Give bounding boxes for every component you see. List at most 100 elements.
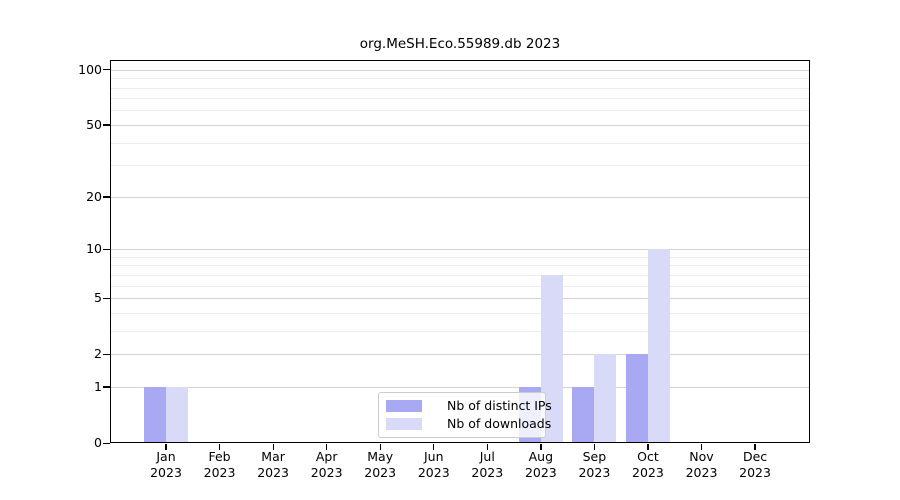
x-tick-mark-oct bbox=[647, 443, 649, 450]
x-tick-label-aug: Aug 2023 bbox=[501, 449, 581, 481]
x-tick-label-jul: Jul 2023 bbox=[447, 449, 527, 481]
chart-title: org.MeSH.Eco.55989.db 2023 bbox=[359, 36, 561, 52]
x-tick-label-month: Aug bbox=[528, 449, 554, 464]
x-tick-mark-feb bbox=[218, 443, 221, 450]
x-tick-label-month: Dec bbox=[742, 449, 768, 464]
x-tick-mark-sep bbox=[593, 443, 596, 450]
x-tick-label-year: 2023 bbox=[203, 465, 236, 480]
y-tick-mark-5 bbox=[103, 297, 110, 299]
y-tick-label-0: 0 bbox=[94, 435, 102, 450]
y-tick-label-50: 50 bbox=[86, 116, 102, 132]
y-tick-mark-2 bbox=[103, 353, 110, 355]
bar-downloads-oct bbox=[647, 249, 670, 443]
gridline-major-10 bbox=[110, 249, 810, 251]
x-tick-mark-jul bbox=[486, 443, 488, 450]
x-tick-mark-dec bbox=[754, 443, 756, 450]
x-tick-label-apr: Apr 2023 bbox=[287, 449, 367, 481]
gridline-minor-70 bbox=[110, 98, 810, 100]
gridline-minor-90 bbox=[110, 78, 810, 80]
gridline-minor-60 bbox=[110, 110, 810, 112]
x-tick-mark-nov bbox=[700, 443, 703, 450]
gridline-minor-8 bbox=[110, 265, 810, 267]
x-tick-label-oct: Oct 2023 bbox=[608, 449, 688, 481]
gridline-minor-40 bbox=[110, 142, 810, 144]
y-tick-mark-0 bbox=[103, 442, 110, 444]
x-tick-label-sep: Sep 2023 bbox=[554, 449, 634, 481]
y-tick-mark-20 bbox=[103, 196, 110, 198]
x-tick-label-year: 2023 bbox=[364, 465, 397, 480]
gridline-minor-6 bbox=[110, 285, 810, 287]
x-tick-label-month: Mar bbox=[261, 449, 285, 464]
x-tick-mark-jun bbox=[433, 443, 435, 450]
x-tick-label-month: Apr bbox=[315, 449, 338, 464]
x-tick-mark-aug bbox=[540, 443, 542, 450]
x-tick-label-jan: Jan 2023 bbox=[126, 449, 206, 481]
x-tick-mark-jan bbox=[165, 443, 167, 450]
x-tick-label-may: May 2023 bbox=[340, 449, 420, 481]
legend-item-distinct-ips: Nb of distinct IPs bbox=[386, 399, 552, 413]
bar-distinct-ips-oct bbox=[625, 354, 648, 443]
gridline-minor-30 bbox=[110, 165, 810, 167]
legend-label-downloads: Nb of downloads bbox=[447, 416, 552, 431]
x-tick-label-year: 2023 bbox=[524, 465, 557, 480]
gridline-minor-9 bbox=[110, 256, 810, 258]
y-tick-mark-1 bbox=[103, 386, 110, 388]
x-tick-label-dec: Dec 2023 bbox=[715, 449, 795, 481]
x-tick-label-nov: Nov 2023 bbox=[662, 449, 742, 481]
legend-swatch-distinct-ips bbox=[386, 400, 422, 412]
legend-item-downloads: Nb of downloads bbox=[386, 417, 551, 431]
x-tick-mark-may bbox=[379, 443, 381, 450]
x-tick-label-month: Jul bbox=[479, 449, 495, 464]
x-tick-mark-mar bbox=[272, 443, 274, 450]
x-tick-label-month: Jan bbox=[156, 449, 176, 464]
y-tick-mark-100 bbox=[103, 69, 110, 71]
gridline-minor-7 bbox=[110, 274, 810, 276]
gridline-major-50 bbox=[110, 124, 810, 126]
gridline-minor-80 bbox=[110, 87, 810, 89]
x-tick-label-feb: Feb 2023 bbox=[180, 449, 260, 481]
y-tick-mark-50 bbox=[103, 124, 110, 126]
gridline-minor-3 bbox=[110, 330, 810, 332]
x-tick-label-year: 2023 bbox=[257, 465, 289, 480]
x-tick-label-jun: Jun 2023 bbox=[394, 449, 474, 481]
bar-downloads-sep bbox=[594, 354, 617, 443]
x-tick-label-year: 2023 bbox=[310, 465, 343, 480]
x-tick-label-month: May bbox=[367, 449, 394, 464]
gridline-minor-4 bbox=[110, 312, 810, 314]
bar-downloads-aug bbox=[540, 274, 563, 443]
gridline-major-20 bbox=[110, 196, 810, 198]
x-tick-label-year: 2023 bbox=[685, 465, 718, 480]
bar-distinct-ips-jan bbox=[144, 386, 166, 443]
y-tick-label-1: 1 bbox=[94, 378, 102, 394]
gridline-major-2 bbox=[110, 354, 810, 356]
x-tick-mark-apr bbox=[326, 443, 328, 450]
bar-distinct-ips-sep bbox=[572, 386, 595, 443]
y-tick-label-2: 2 bbox=[94, 346, 102, 362]
y-tick-mark-10 bbox=[103, 248, 110, 250]
y-tick-label-10: 10 bbox=[86, 241, 102, 257]
x-tick-label-month: Sep bbox=[582, 449, 607, 464]
x-tick-label-year: 2023 bbox=[150, 465, 182, 480]
x-tick-label-mar: Mar 2023 bbox=[233, 449, 313, 481]
legend-swatch-downloads bbox=[386, 418, 422, 430]
x-tick-label-year: 2023 bbox=[578, 465, 611, 480]
gridline-major-1 bbox=[110, 386, 810, 388]
x-tick-label-year: 2023 bbox=[739, 465, 771, 480]
x-tick-label-month: Feb bbox=[208, 449, 231, 464]
bar-downloads-jan bbox=[166, 386, 188, 443]
y-tick-label-100: 100 bbox=[78, 61, 102, 77]
x-tick-label-month: Nov bbox=[689, 449, 714, 464]
gridline-major-100 bbox=[110, 69, 810, 71]
x-tick-label-year: 2023 bbox=[632, 465, 664, 480]
x-tick-label-year: 2023 bbox=[417, 465, 450, 480]
plot-area: Nb of distinct IPs Nb of downloads bbox=[110, 60, 810, 443]
legend-label-distinct-ips: Nb of distinct IPs bbox=[447, 398, 552, 413]
plot-frame bbox=[110, 60, 810, 443]
y-tick-label-5: 5 bbox=[94, 290, 102, 306]
x-tick-label-year: 2023 bbox=[471, 465, 504, 480]
x-tick-label-month: Jun bbox=[423, 449, 444, 464]
x-tick-label-month: Oct bbox=[637, 449, 659, 464]
y-tick-label-20: 20 bbox=[86, 188, 102, 204]
gridline-major-5 bbox=[110, 298, 810, 300]
